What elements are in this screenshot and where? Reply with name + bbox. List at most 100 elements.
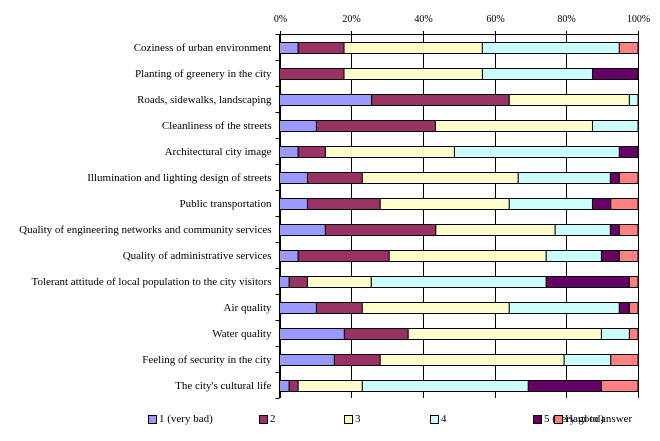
- bar-segment: [279, 120, 317, 132]
- bar-segment: [288, 276, 308, 288]
- legend-item: 4: [430, 413, 447, 425]
- legend-label: 3: [355, 413, 361, 425]
- legend-item: 1 (very bad): [148, 413, 213, 425]
- bar-segment: [343, 68, 483, 80]
- legend-swatch: [554, 414, 563, 424]
- bar-segment: [481, 68, 593, 80]
- bar-segment: [306, 198, 381, 210]
- legend-label: Hard to answer: [565, 413, 633, 425]
- bar-segment: [407, 328, 602, 340]
- x-tick-label: 100%: [627, 14, 650, 25]
- bar-segment: [453, 146, 620, 158]
- bar-segment: [610, 198, 639, 210]
- bar-segment: [343, 42, 483, 54]
- bar-segment: [600, 328, 630, 340]
- bar-segment: [315, 120, 436, 132]
- category-label: Cleanliness of the streets: [162, 120, 272, 132]
- bar-segment: [279, 328, 345, 340]
- legend-swatch: [344, 414, 353, 424]
- category-label: Tolerant attitude of local population to…: [32, 276, 272, 288]
- legend-swatch: [533, 414, 542, 424]
- bar-segment: [618, 172, 639, 184]
- legend-swatch: [430, 414, 439, 424]
- bar-segment: [343, 328, 409, 340]
- bar-segment: [279, 198, 308, 210]
- legend-label: 1 (very bad): [159, 413, 213, 425]
- category-label: The city's cultural life: [175, 380, 271, 392]
- bar-segment: [435, 224, 556, 236]
- category-label: Coziness of urban environment: [134, 42, 272, 54]
- bar-segment: [279, 146, 299, 158]
- category-label: Quality of engineering networks and comm…: [19, 224, 271, 236]
- bar-segment: [618, 146, 639, 158]
- x-tick-label: 20%: [342, 14, 360, 25]
- x-tick-label: 40%: [414, 14, 432, 25]
- bar-segment: [371, 94, 510, 106]
- bar-segment: [591, 198, 612, 210]
- bar-segment: [628, 276, 639, 288]
- bar-segment: [361, 380, 529, 392]
- bar-segment: [609, 172, 620, 184]
- category-label: Quality of administrative services: [123, 250, 272, 262]
- bar-segment: [279, 94, 373, 106]
- bar-segment: [297, 250, 390, 262]
- bar-segment: [297, 380, 363, 392]
- bar-segment: [306, 276, 372, 288]
- bar-segment: [279, 250, 299, 262]
- bar-segment: [288, 380, 299, 392]
- bar-segment: [628, 94, 639, 106]
- bar-segment: [279, 68, 345, 80]
- legend-label: 2: [270, 413, 276, 425]
- bar-segment: [279, 354, 335, 366]
- bar-segment: [618, 224, 639, 236]
- x-tick-label: 80%: [557, 14, 575, 25]
- bar-segment: [481, 42, 620, 54]
- bar-segment: [508, 94, 630, 106]
- category-label: Roads, sidewalks, landscaping: [137, 94, 272, 106]
- axes: [275, 31, 639, 399]
- bar-segment: [591, 120, 639, 132]
- bar-segment: [618, 302, 630, 314]
- bar-segment: [279, 380, 290, 392]
- category-labels: Coziness of urban environment Planting of…: [19, 42, 272, 392]
- legend: 1 (very bad) 2 3 4 5 (very good) Hard to answ…: [0, 413, 660, 433]
- legend-label: 4: [441, 413, 447, 425]
- bar-segment: [324, 146, 455, 158]
- bar-segment: [517, 172, 611, 184]
- bar-segment: [333, 354, 381, 366]
- bar-segment: [563, 354, 612, 366]
- bar-segment: [618, 250, 639, 262]
- bar-segment: [379, 198, 510, 210]
- bar-segment: [279, 276, 290, 288]
- x-tick-label: 60%: [486, 14, 504, 25]
- bar-segment: [370, 276, 547, 288]
- bar-segment: [297, 42, 345, 54]
- bar-segment: [527, 380, 602, 392]
- legend-item: 3: [344, 413, 361, 425]
- bar-segment: [610, 354, 639, 366]
- legend-item: Hard to answer: [554, 413, 632, 425]
- bar-segment: [379, 354, 565, 366]
- category-label: Feeling of security in the city: [142, 354, 272, 366]
- bar-segment: [609, 224, 620, 236]
- bar-segment: [279, 224, 326, 236]
- bar-segment: [434, 120, 593, 132]
- bar-segment: [279, 42, 299, 54]
- category-label: Water quality: [212, 328, 272, 340]
- category-label: Planting of greenery in the city: [135, 68, 272, 80]
- bar-segment: [324, 224, 437, 236]
- bar-segment: [306, 172, 363, 184]
- bar-segment: [545, 276, 630, 288]
- bar-segment: [591, 68, 639, 80]
- category-label: Illumination and lighting design of stre…: [87, 172, 271, 184]
- bar-segment: [545, 250, 602, 262]
- bar-segment: [279, 172, 308, 184]
- bar-segment: [361, 302, 510, 314]
- bar-segment: [600, 380, 639, 392]
- bar-segment: [297, 146, 326, 158]
- bar-segment: [554, 224, 611, 236]
- x-tick-label: 0%: [274, 14, 287, 25]
- category-label: Public transportation: [180, 198, 272, 210]
- category-label: Architectural city image: [165, 146, 272, 158]
